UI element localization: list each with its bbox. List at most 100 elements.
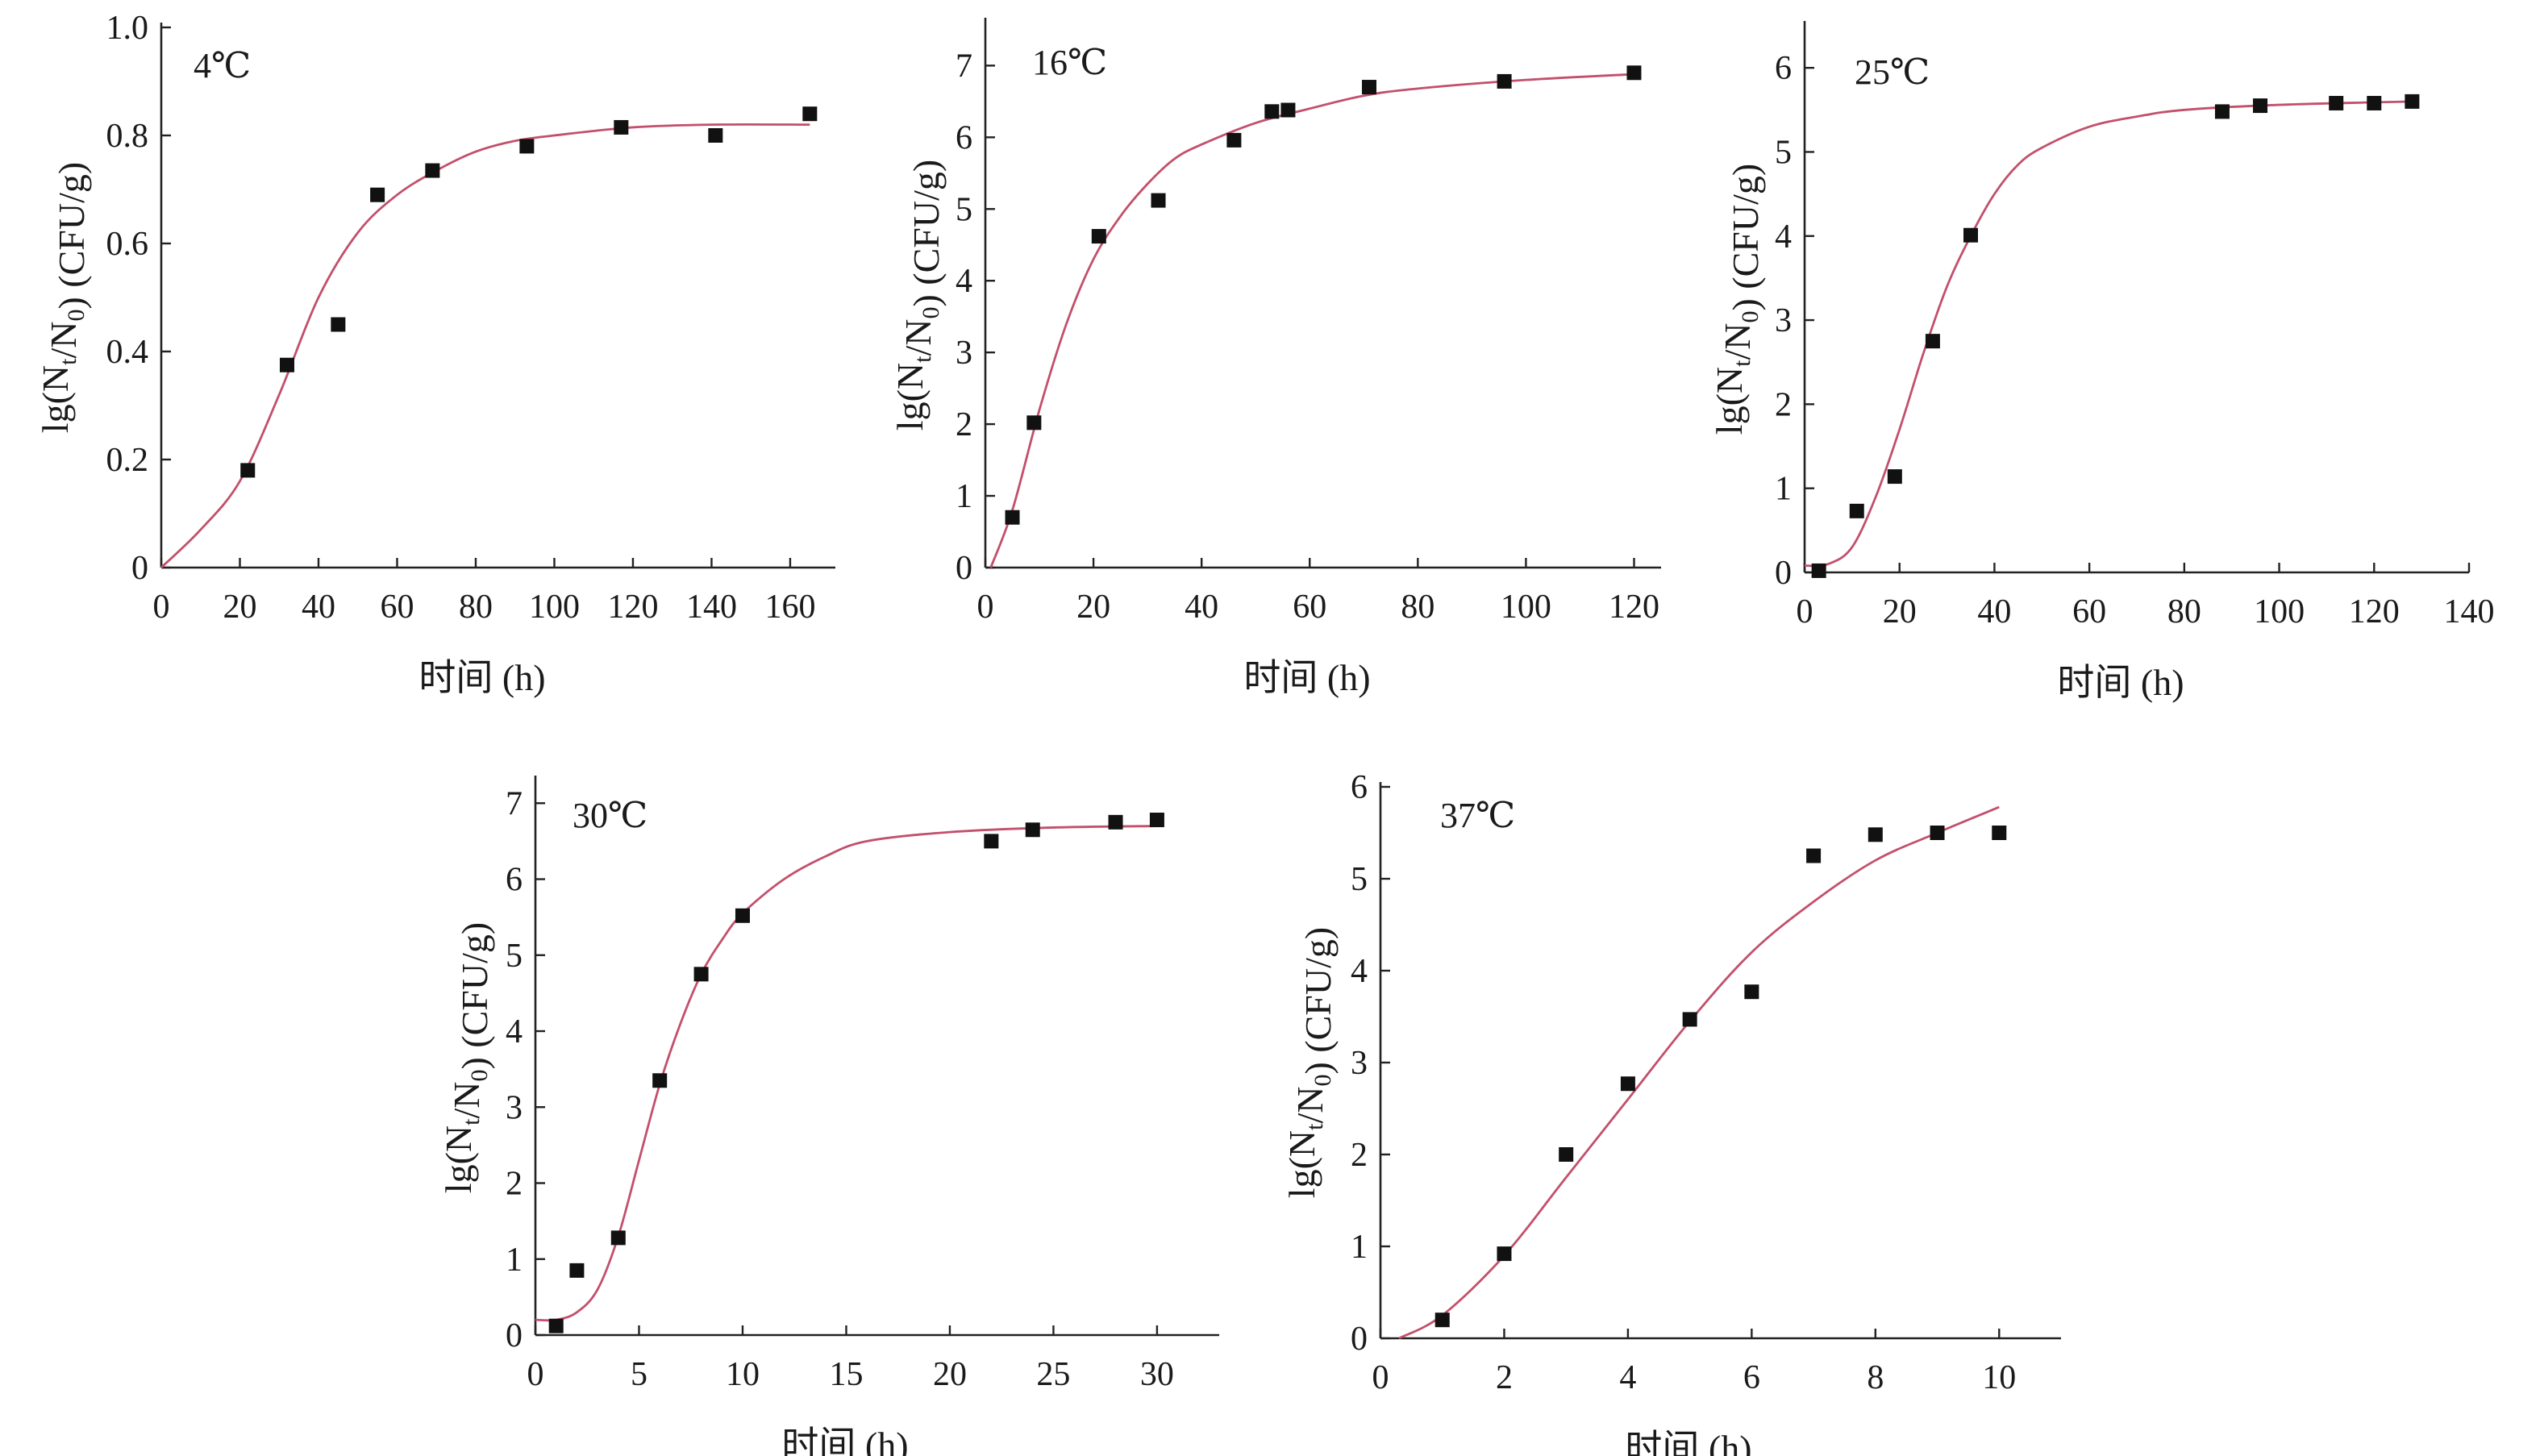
x-tick-label: 40 [1185, 589, 1218, 626]
data-point [1361, 80, 1376, 95]
x-tick-label: 8 [1867, 1359, 1884, 1396]
x-tick-label: 6 [1743, 1359, 1760, 1396]
y-tick-label: 1 [506, 1242, 523, 1279]
chart-panel-3: 0 5 10 15 20 25 30 0 1 2 3 4 5 6 7 时间 (h) lg(Nt/N0) (CFU… [438, 776, 1219, 1456]
data-point [1559, 1147, 1574, 1162]
data-point [652, 1073, 668, 1088]
data-point [548, 1318, 564, 1333]
temperature-label: 25℃ [1855, 52, 1930, 92]
y-tick-label: 2 [956, 406, 972, 443]
data-point [1626, 65, 1642, 81]
x-tick-label: 20 [933, 1356, 967, 1393]
fit-curve [1398, 805, 2000, 1340]
data-point [1868, 827, 1883, 842]
data-point [1497, 73, 1512, 89]
y-tick-label: 4 [1351, 953, 1368, 990]
x-tick-label: 160 [764, 589, 815, 626]
x-axis-label: 时间 (h) [418, 657, 545, 698]
x-tick-label: 2 [1496, 1359, 1513, 1396]
x-tick-label: 120 [2349, 593, 2400, 630]
data-point [984, 834, 999, 849]
y-tick-label: 2 [1351, 1137, 1368, 1174]
data-point [279, 357, 294, 372]
chart-panel-1: 0 20 40 60 80 100 120 0 1 2 3 4 5 6 7 时间 (h) lg(Nt/N0) (… [889, 18, 1661, 698]
y-tick-label: 5 [956, 191, 972, 228]
y-tick-label: 1 [956, 478, 972, 515]
data-point [1682, 1012, 1697, 1027]
y-axis-label: lg(Nt/N0) (CFU/g) [35, 162, 92, 433]
y-tick-label: 0.4 [106, 334, 149, 371]
x-tick-label: 140 [686, 589, 737, 626]
y-tick-label: 5 [1351, 861, 1368, 898]
x-tick-label: 60 [2072, 593, 2106, 630]
y-tick-label: 0 [1775, 555, 1792, 592]
data-point [1811, 563, 1826, 578]
data-point [370, 187, 385, 202]
data-point [614, 119, 629, 135]
data-point [2214, 104, 2230, 119]
data-point [1149, 813, 1164, 828]
fit-curve [989, 73, 1634, 568]
y-tick-label: 4 [506, 1013, 523, 1050]
y-tick-label: 7 [506, 785, 523, 822]
x-axis-label: 时间 (h) [781, 1425, 908, 1456]
data-point [1026, 415, 1042, 431]
x-tick-label: 20 [1883, 593, 1917, 630]
y-tick-label: 0 [956, 550, 972, 587]
x-tick-label: 0 [1372, 1359, 1389, 1396]
y-tick-label: 0 [1351, 1321, 1368, 1358]
data-point [802, 106, 818, 122]
y-tick-label: 7 [956, 48, 972, 85]
x-tick-label: 20 [1076, 589, 1110, 626]
x-tick-label: 40 [1977, 593, 2011, 630]
data-point [425, 163, 440, 178]
x-axis-label: 时间 (h) [1243, 657, 1370, 698]
y-tick-label: 0 [131, 550, 148, 587]
data-point [1992, 826, 2007, 840]
y-tick-label: 1.0 [106, 10, 149, 47]
x-tick-label: 0 [1797, 593, 1813, 630]
data-point [331, 317, 346, 332]
y-axis-label: lg(Nt/N0) (CFU/g) [1709, 164, 1766, 435]
data-point [1887, 469, 1902, 485]
x-tick-label: 5 [631, 1356, 647, 1393]
chart-panel-2: 0 20 40 60 80 100 120 140 0 1 2 3 4 5 6 时间 (h) lg(Nt/N0)… [1709, 21, 2495, 703]
x-tick-label: 80 [2167, 593, 2201, 630]
y-tick-label: 3 [1775, 302, 1792, 339]
temperature-label: 4℃ [194, 46, 251, 85]
y-tick-label: 2 [1775, 386, 1792, 423]
y-axis-label: lg(Nt/N0) (CFU/g) [438, 922, 495, 1193]
x-tick-label: 10 [726, 1356, 760, 1393]
x-tick-label: 0 [527, 1356, 544, 1393]
data-point [1005, 510, 1020, 525]
data-point [519, 139, 535, 154]
x-tick-label: 60 [1293, 589, 1326, 626]
y-tick-label: 1 [1775, 471, 1792, 508]
x-tick-label: 15 [829, 1356, 863, 1393]
data-point [1925, 334, 1940, 349]
data-point [1280, 102, 1296, 118]
x-axis-label: 时间 (h) [2057, 662, 2184, 703]
x-tick-label: 100 [2254, 593, 2305, 630]
data-point [1151, 193, 1166, 208]
y-tick-label: 6 [956, 119, 972, 156]
y-tick-label: 6 [1775, 50, 1792, 87]
data-point [1849, 503, 1864, 518]
x-tick-label: 10 [1982, 1359, 2016, 1396]
data-point [1434, 1312, 1450, 1328]
fit-curve [1804, 100, 2413, 568]
data-point [1025, 822, 1040, 838]
x-tick-label: 0 [153, 589, 170, 626]
data-point [1806, 848, 1822, 863]
y-tick-label: 5 [506, 938, 523, 975]
y-tick-label: 0.8 [106, 118, 149, 155]
y-tick-label: 2 [506, 1166, 523, 1203]
x-tick-label: 20 [223, 589, 256, 626]
temperature-label: 16℃ [1032, 43, 1107, 82]
data-point [1744, 984, 1759, 1000]
x-tick-label: 120 [607, 589, 658, 626]
y-tick-label: 0.6 [106, 226, 149, 263]
x-tick-label: 100 [529, 589, 580, 626]
y-tick-label: 0 [506, 1317, 523, 1354]
x-tick-label: 80 [459, 589, 493, 626]
